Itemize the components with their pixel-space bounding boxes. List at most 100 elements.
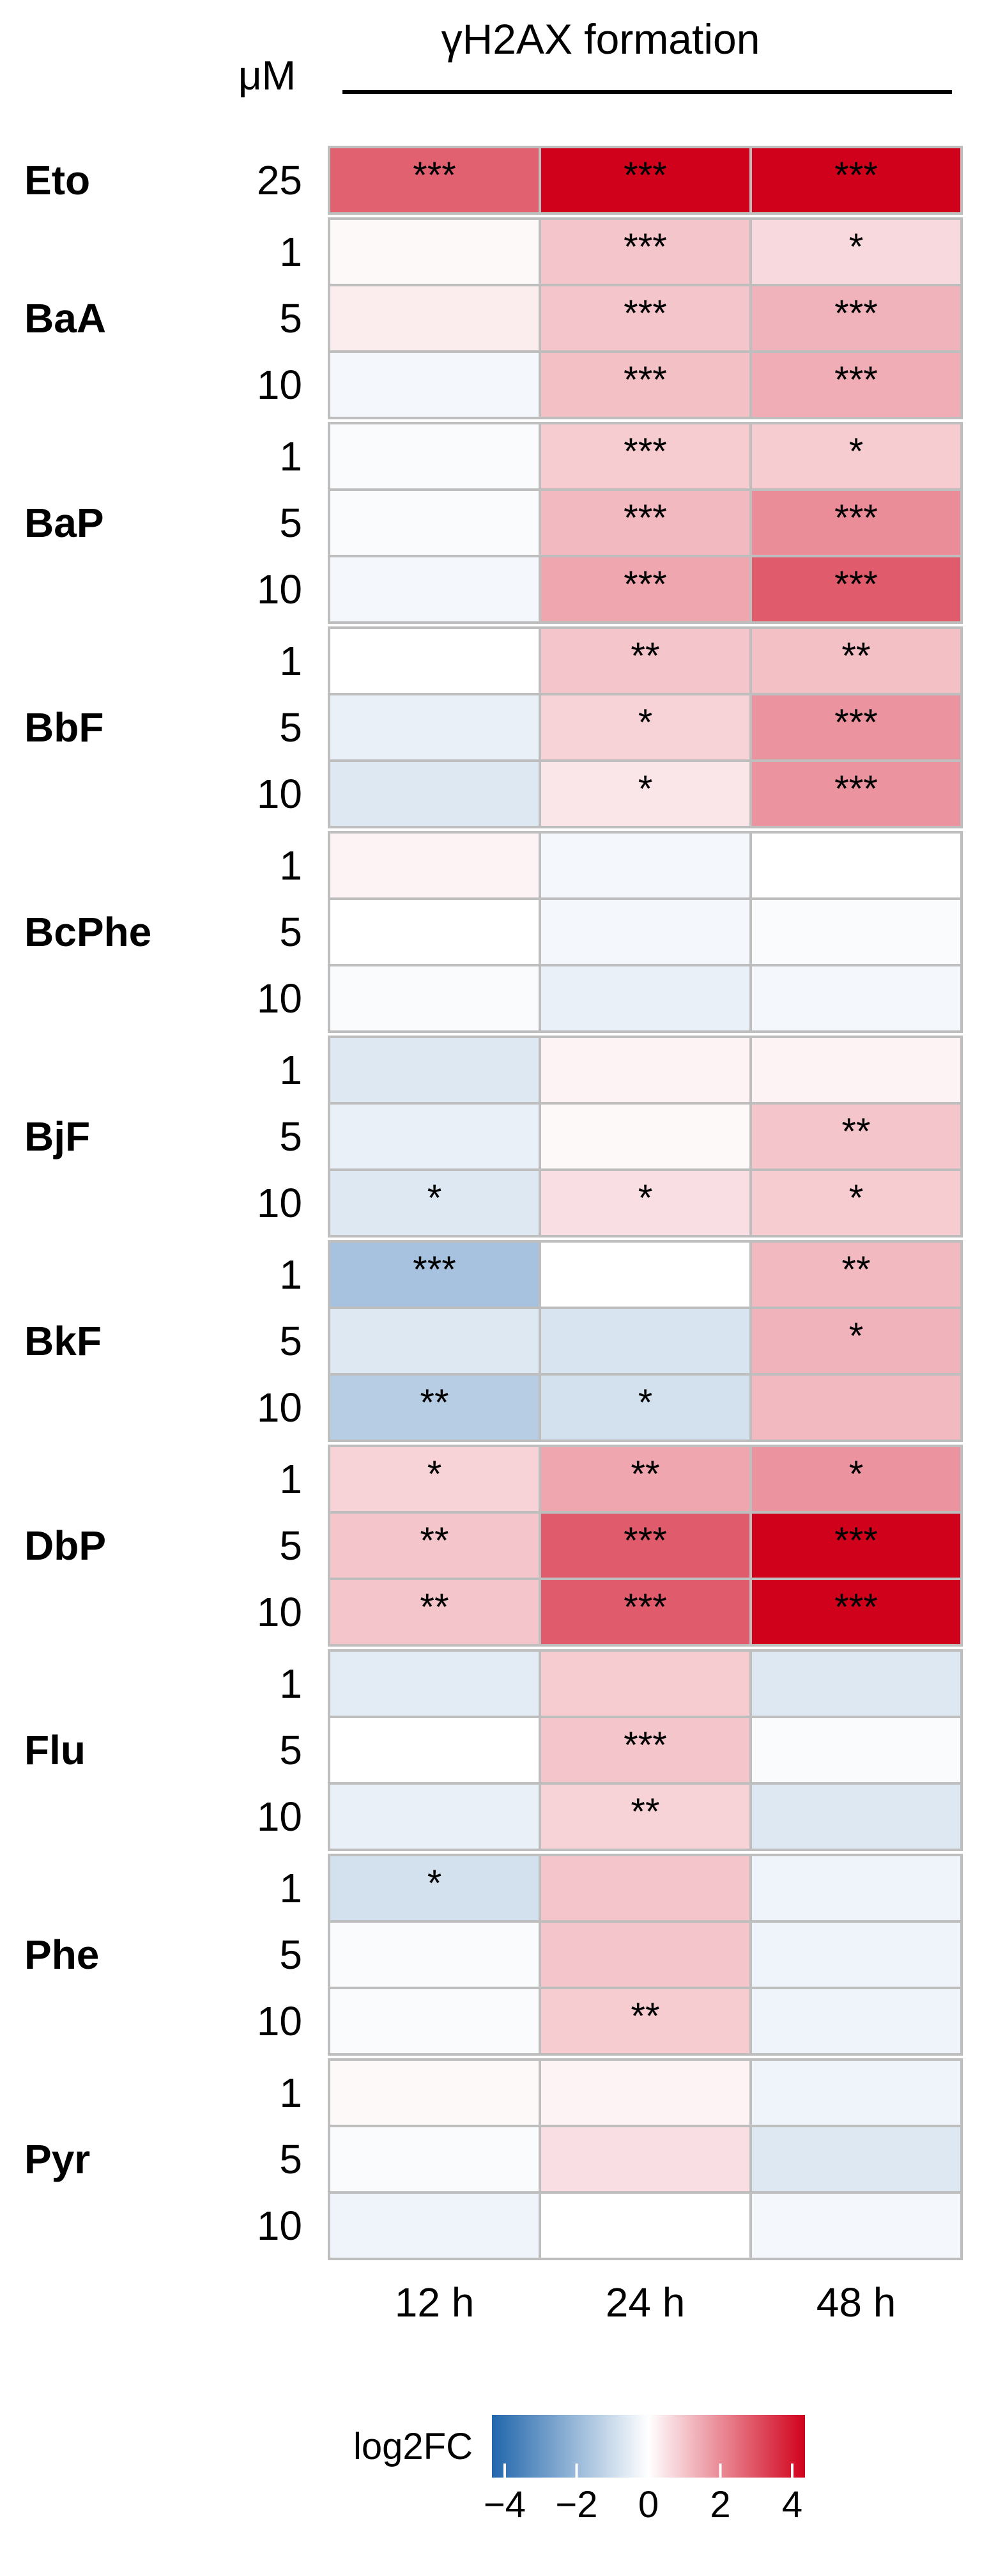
compound-label: Eto — [24, 157, 90, 203]
heatmap-cell — [539, 146, 752, 215]
concentration-label: 5 — [279, 1727, 302, 1773]
concentration-label: 10 — [257, 1589, 302, 1635]
concentration-label: 1 — [279, 229, 302, 275]
legend-tick-label: 2 — [710, 2484, 730, 2526]
legend-tick-label: 0 — [638, 2484, 659, 2526]
heatmap-cell — [749, 2058, 963, 2127]
significance-label: * — [849, 1454, 864, 1495]
cells-layer — [328, 146, 963, 2260]
significance-label: * — [638, 1177, 653, 1219]
concentration-label: 5 — [279, 704, 302, 750]
concentration-label: 1 — [279, 638, 302, 684]
legend-tick-label: −4 — [484, 2484, 526, 2526]
heatmap-cell — [749, 1511, 963, 1580]
heatmap-cell — [749, 1987, 963, 2056]
concentration-label: 1 — [279, 1252, 302, 1298]
significance-label: * — [427, 1454, 442, 1495]
concentration-label: 5 — [279, 500, 302, 546]
heatmap-cell — [539, 1168, 752, 1238]
significance-label: ** — [841, 1111, 870, 1152]
heatmap-cell — [749, 1854, 963, 1923]
heatmap-cell — [328, 1102, 541, 1171]
heatmap-cell — [328, 217, 541, 286]
significance-label: *** — [834, 359, 878, 401]
significance-label: *** — [834, 155, 878, 196]
concentration-label: 5 — [279, 2136, 302, 2182]
legend: log2FC −4 −2 0 2 4 — [353, 2415, 805, 2526]
heatmap-cell — [539, 964, 752, 1033]
heatmap-cell — [328, 1649, 541, 1718]
heatmap-cell — [749, 146, 963, 215]
heatmap-cell — [749, 1716, 963, 1785]
heatmap-cell — [328, 1782, 541, 1851]
heatmap-cell — [539, 1649, 752, 1718]
concentration-label: 1 — [279, 842, 302, 888]
heatmap-cell — [749, 1307, 963, 1376]
concentration-label: 10 — [257, 1180, 302, 1226]
heatmap-cell — [539, 1578, 752, 1647]
heatmap-cell — [539, 1373, 752, 1442]
heatmap-cell — [328, 1920, 541, 1989]
heatmap-cell — [328, 831, 541, 900]
heatmap-cell — [749, 831, 963, 900]
heatmap-cell — [539, 555, 752, 624]
heatmap-cell — [539, 759, 752, 828]
compound-label: BcPhe — [24, 909, 151, 955]
column-label: 48 h — [816, 2279, 896, 2325]
significance-label: *** — [834, 293, 878, 334]
concentration-label: 5 — [279, 295, 302, 341]
compound-label: Pyr — [24, 2136, 90, 2182]
heatmap-cell — [749, 1920, 963, 1989]
heatmap-cell — [328, 555, 541, 624]
heatmap-cell — [328, 964, 541, 1033]
unit-label: μM — [238, 52, 296, 98]
heatmap-cell — [749, 2191, 963, 2260]
concentration-label: 5 — [279, 909, 302, 955]
compound-label: Flu — [24, 1727, 86, 1773]
heatmap-cell — [328, 422, 541, 491]
heatmap-cell — [749, 422, 963, 491]
significance-label: * — [849, 431, 864, 472]
significance-label: * — [638, 768, 653, 810]
heatmap-cell — [749, 897, 963, 966]
heatmap-cell — [539, 1036, 752, 1105]
concentration-label: 10 — [257, 771, 302, 817]
concentration-label: 10 — [257, 362, 302, 408]
legend-tick-label: 4 — [782, 2484, 802, 2526]
heatmap-cell — [749, 284, 963, 353]
heatmap-cell — [539, 1920, 752, 1989]
significance-label: * — [427, 1863, 442, 1904]
significance-label: *** — [624, 359, 667, 401]
significance-label: *** — [624, 1520, 667, 1562]
significance-label: * — [849, 1315, 864, 1357]
legend-tick-label: −2 — [555, 2484, 597, 2526]
heatmap-cell — [328, 488, 541, 557]
heatmap-cell — [539, 1782, 752, 1851]
heatmap-cell — [328, 759, 541, 828]
concentration-label: 1 — [279, 1456, 302, 1502]
significance-label: *** — [834, 497, 878, 539]
heatmap-cell — [328, 284, 541, 353]
heatmap-cell — [539, 422, 752, 491]
heatmap-cell — [749, 1373, 963, 1442]
heatmap-cell — [539, 2125, 752, 2194]
compound-label: BbF — [24, 704, 103, 750]
heatmap-cell — [328, 1716, 541, 1785]
significance-label: *** — [624, 226, 667, 268]
heatmap-cell — [749, 759, 963, 828]
concentration-label: 1 — [279, 1047, 302, 1093]
heatmap-cell — [749, 217, 963, 286]
heatmap-cell — [539, 831, 752, 900]
concentration-label: 1 — [279, 433, 302, 479]
heatmap-cell — [328, 693, 541, 762]
significance-label: * — [638, 702, 653, 743]
significance-label: ** — [420, 1382, 448, 1424]
concentration-label: 10 — [257, 2203, 302, 2249]
concentration-label: 5 — [279, 1318, 302, 1364]
heatmap-cell — [749, 350, 963, 419]
heatmap-cell — [328, 1987, 541, 2056]
heatmap-cell — [539, 2058, 752, 2127]
concentration-label: 10 — [257, 1998, 302, 2044]
significance-label: ** — [631, 1791, 659, 1833]
